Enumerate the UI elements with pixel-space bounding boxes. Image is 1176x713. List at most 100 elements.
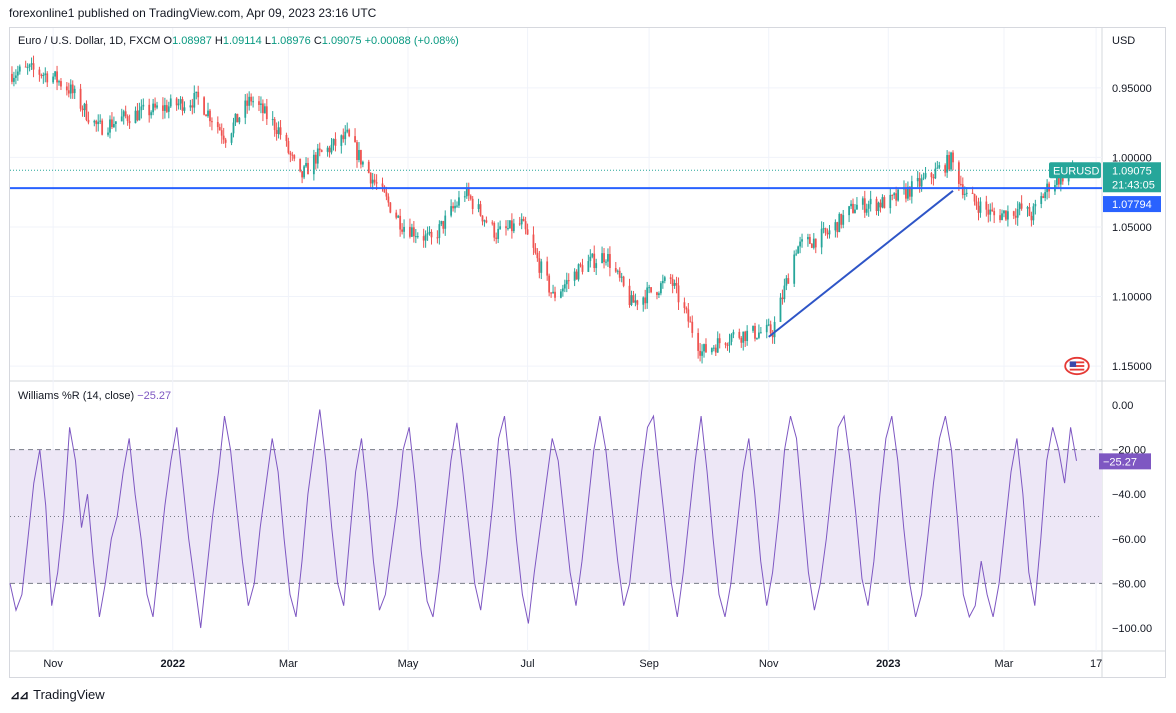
indicator-legend: Williams %R (14, close) −25.27	[18, 390, 171, 402]
candle-body	[724, 343, 727, 345]
candle-body	[28, 64, 31, 68]
candle-body	[97, 121, 100, 125]
candle-body	[993, 211, 996, 216]
candle-body	[705, 344, 707, 353]
candle-body	[483, 220, 486, 222]
candle-body	[807, 237, 809, 240]
candle-body	[79, 88, 82, 109]
candle-body	[316, 148, 319, 164]
candle-body	[965, 192, 968, 194]
candle-body	[752, 325, 754, 331]
candle-body	[505, 226, 507, 229]
candle-body	[107, 132, 109, 135]
candle-body	[120, 116, 123, 122]
candle-body	[224, 139, 227, 143]
candle-body	[991, 209, 994, 212]
candle-body	[326, 147, 329, 152]
candle-body	[493, 223, 496, 238]
candle-body	[661, 280, 664, 284]
candle-body	[875, 198, 878, 212]
candle-body	[26, 67, 29, 69]
candle-body	[607, 254, 609, 262]
candle-body	[718, 338, 721, 344]
candle-body	[13, 77, 15, 82]
trend-line[interactable]	[768, 189, 954, 338]
candle-body	[814, 238, 817, 248]
candle-body	[299, 158, 302, 172]
candle-body	[218, 127, 221, 131]
candle-body	[546, 261, 549, 276]
candle-body	[367, 161, 370, 173]
candle-body	[344, 131, 347, 140]
candle-body	[512, 223, 515, 232]
candle-body	[397, 215, 400, 218]
candle-body	[689, 321, 692, 323]
candle-body	[524, 221, 527, 230]
candle-body	[456, 205, 458, 207]
candle-body	[216, 122, 219, 128]
candle-body	[416, 236, 419, 238]
candle-body	[312, 154, 315, 175]
symbol-title[interactable]: Euro / U.S. Dollar, 1D, FXCM	[18, 35, 161, 47]
candle-body	[950, 152, 952, 170]
candle-body	[869, 198, 872, 205]
candle-body	[454, 205, 456, 209]
candle-body	[979, 201, 982, 213]
candle-body	[828, 230, 831, 235]
candle-body	[197, 91, 200, 98]
candle-body	[669, 277, 672, 280]
candle-body	[203, 97, 205, 115]
low-label: L	[264, 35, 271, 47]
candle-body	[32, 63, 35, 70]
candle-body	[889, 194, 892, 209]
tradingview-footer[interactable]: ⊿⊿ TradingView	[10, 687, 105, 702]
candle-body	[838, 213, 841, 233]
candle-body	[656, 292, 658, 295]
time-tick-label: May	[398, 658, 419, 670]
candle-body	[1034, 203, 1037, 207]
time-tick-label: 17	[1090, 658, 1102, 670]
candle-body	[893, 193, 896, 196]
candle-body	[797, 246, 800, 254]
candle-body	[677, 285, 680, 303]
candle-body	[650, 287, 652, 293]
candle-body	[60, 81, 62, 87]
last-price-label: 1.09075	[1112, 165, 1152, 177]
candle-body	[291, 154, 294, 156]
candle-body	[95, 120, 98, 125]
candle-body	[783, 285, 786, 300]
indicator-name[interactable]: Williams %R (14, close)	[18, 390, 135, 402]
candle-body	[371, 179, 374, 184]
currency-label[interactable]: USD	[1112, 35, 1136, 47]
open-value: 1.08987	[172, 35, 212, 47]
candle-body	[758, 332, 760, 338]
candle-body	[867, 204, 870, 209]
candle-body	[620, 276, 623, 278]
close-value: 1.09075	[321, 35, 362, 47]
candle-body	[395, 212, 398, 218]
candle-body	[567, 280, 570, 282]
candle-body	[169, 98, 172, 107]
candle-body	[1042, 196, 1045, 198]
candle-body	[881, 197, 884, 208]
candle-body	[477, 204, 480, 209]
candle-body	[495, 237, 498, 239]
candle-body	[71, 84, 74, 94]
candle-body	[1028, 207, 1031, 216]
candle-body	[409, 226, 411, 237]
candle-body	[740, 337, 743, 343]
candle-body	[54, 71, 56, 77]
candle-body	[273, 119, 276, 131]
candle-body	[563, 284, 566, 289]
candle-body	[162, 105, 164, 111]
candle-body	[536, 252, 539, 259]
candle-body	[601, 253, 603, 264]
candle-body	[305, 162, 307, 167]
candle-body	[134, 110, 137, 124]
candle-body	[303, 166, 305, 178]
candle-body	[485, 220, 488, 223]
wr-tick-label: −80.00	[1112, 578, 1146, 590]
candle-body	[387, 196, 390, 203]
us-flag-icon[interactable]	[1063, 356, 1091, 376]
